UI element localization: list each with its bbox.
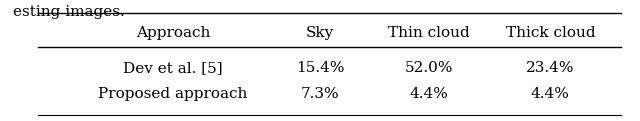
Text: Thick cloud: Thick cloud (506, 26, 595, 40)
Text: 23.4%: 23.4% (526, 61, 575, 75)
Text: 7.3%: 7.3% (301, 87, 339, 101)
Text: 15.4%: 15.4% (296, 61, 344, 75)
Text: 4.4%: 4.4% (410, 87, 448, 101)
Text: 4.4%: 4.4% (531, 87, 570, 101)
Text: Sky: Sky (306, 26, 334, 40)
Text: Dev et al. [5]: Dev et al. [5] (123, 61, 223, 75)
Text: Thin cloud: Thin cloud (388, 26, 470, 40)
Text: Proposed approach: Proposed approach (98, 87, 248, 101)
Text: 52.0%: 52.0% (404, 61, 453, 75)
Text: Approach: Approach (136, 26, 210, 40)
Text: esting images.: esting images. (13, 5, 125, 19)
